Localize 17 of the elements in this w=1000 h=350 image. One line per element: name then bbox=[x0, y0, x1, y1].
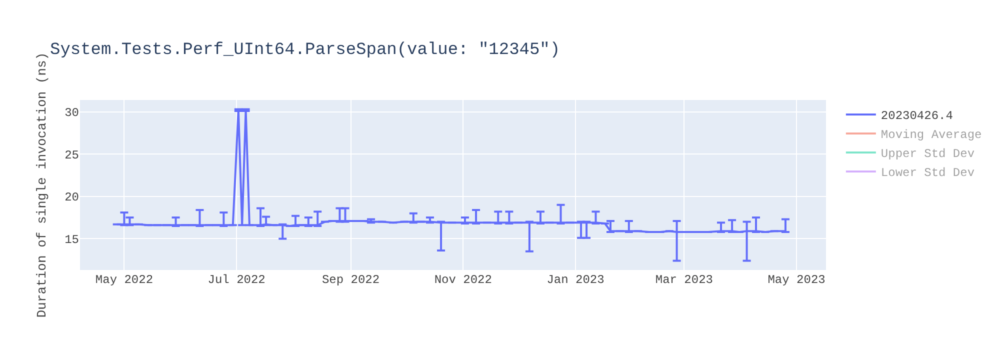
legend-label: 20230426.4 bbox=[880, 109, 953, 124]
legend-label: Upper Std Dev bbox=[880, 147, 975, 162]
y-tick-label: 20 bbox=[64, 190, 79, 205]
x-tick-label: Sep 2022 bbox=[322, 273, 380, 287]
y-tick-label: 30 bbox=[64, 106, 79, 120]
x-tick-label: May 2022 bbox=[95, 273, 154, 287]
x-tick-label: Mar 2023 bbox=[655, 273, 713, 287]
legend-label: Lower Std Dev bbox=[880, 166, 975, 180]
x-tick-label: May 2023 bbox=[768, 273, 826, 287]
x-tick-label: Jul 2022 bbox=[208, 273, 266, 287]
chart-title: System.Tests.Perf_UInt64.ParseSpan(value: "12345") bbox=[50, 40, 560, 60]
x-tick-label: Nov 2022 bbox=[434, 273, 492, 287]
x-tick-label: Jan 2023 bbox=[546, 273, 604, 287]
y-tick-label: 25 bbox=[64, 148, 79, 162]
legend-label: Moving Average bbox=[880, 128, 982, 142]
y-tick-label: 15 bbox=[64, 232, 79, 247]
y-axis-title: Duration of single invocation (ns) bbox=[34, 52, 50, 318]
